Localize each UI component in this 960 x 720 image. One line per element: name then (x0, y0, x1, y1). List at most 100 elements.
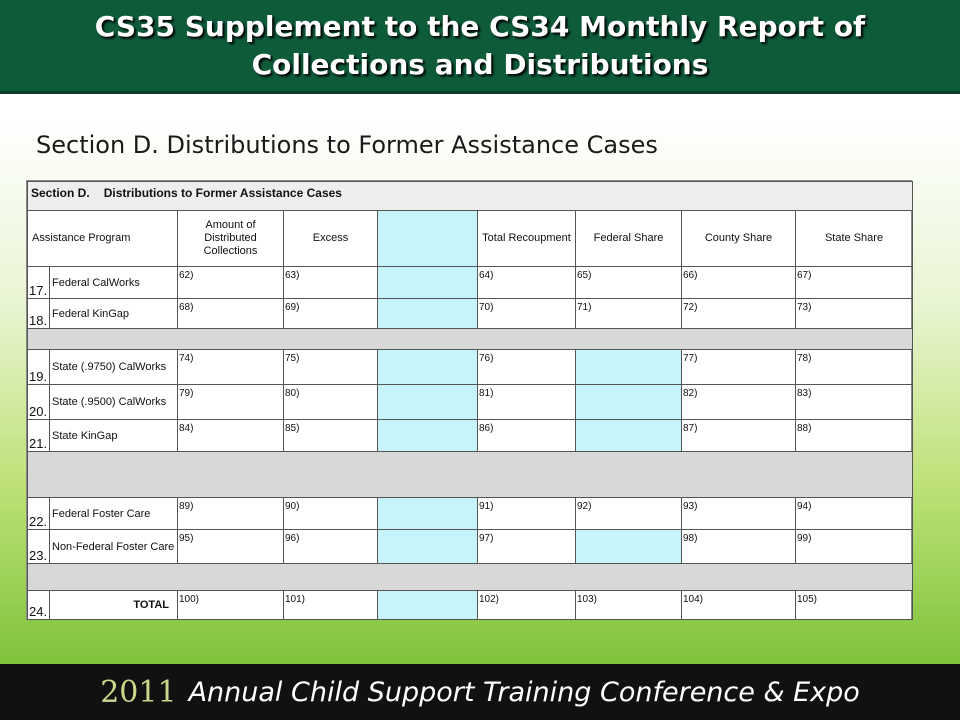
shaded-federal-cell (575, 349, 682, 385)
recoupment-cell: 70) (477, 298, 576, 329)
row-program: State (.9500) CalWorks (49, 384, 178, 420)
header-amount-line-2: Distributed (204, 232, 257, 244)
shaded-cell (377, 529, 478, 564)
state-share-cell: 67) (794, 266, 914, 299)
state-share-cell: 73) (794, 298, 914, 329)
slide-title-line-2: Collections and Distributions (251, 47, 709, 81)
row-number: 20. (27, 384, 50, 420)
spacer-cell (26, 451, 914, 498)
recoupment-cell: 86) (477, 419, 576, 452)
excess-cell: 96) (283, 529, 378, 564)
table-row: 20. State (.9500) CalWorks 79) 80) 81) 8… (27, 384, 914, 420)
shaded-federal-cell (575, 384, 682, 420)
federal-share-cell: 71) (575, 298, 682, 329)
row-program: Federal CalWorks (49, 266, 178, 299)
recoupment-cell: 76) (477, 349, 576, 385)
section-title: Distributions to Former Assistance Cases (103, 186, 342, 200)
amount-cell: 100) (177, 590, 284, 620)
row-program: State (.9750) CalWorks (49, 349, 178, 385)
excess-cell: 63) (283, 266, 378, 299)
row-number: 18. (27, 298, 50, 329)
recoupment-cell: 102) (477, 590, 576, 620)
table-row: 21. State KinGap 84) 85) 86) 87) 88) (27, 419, 914, 452)
row-program: State KinGap (49, 419, 178, 452)
slide-title-line-1: CS35 Supplement to the CS34 Monthly Repo… (94, 9, 866, 43)
row-number: 23. (27, 529, 50, 564)
table-row: 17. Federal CalWorks 62) 63) 64) 65) 66)… (27, 266, 914, 299)
section-heading: Section D. Distributions to Former Assist… (26, 181, 914, 211)
spacer-cell (26, 328, 914, 350)
row-number: 22. (27, 497, 50, 530)
footer-conference-name: Annual Child Support Training Conference… (188, 676, 860, 708)
shaded-federal-cell (575, 419, 682, 452)
spacer-cell (26, 563, 914, 591)
excess-cell: 80) (283, 384, 378, 420)
county-share-cell: 66) (681, 266, 796, 299)
row-number: 17. (27, 266, 50, 299)
shaded-federal-cell (575, 529, 682, 564)
table-row: 19. State (.9750) CalWorks 74) 75) 76) 7… (27, 349, 914, 385)
shaded-cell (377, 384, 478, 420)
county-share-cell: 93) (681, 497, 796, 530)
shaded-cell (377, 419, 478, 452)
header-amount-line-1: Amount of (205, 219, 256, 231)
amount-cell: 68) (177, 298, 284, 329)
conference-footer: 2011 Annual Child Support Training Confe… (0, 664, 960, 720)
header-blank-shaded (377, 210, 478, 267)
excess-cell: 85) (283, 419, 378, 452)
header-amount-line-3: Collections (203, 245, 258, 257)
spacer-row (26, 451, 914, 498)
shaded-cell (377, 266, 478, 299)
excess-cell: 75) (283, 349, 378, 385)
state-share-cell: 94) (794, 497, 914, 530)
header-federal-share: Federal Share (575, 210, 682, 267)
table-row: 18. Federal KinGap 68) 69) 70) 71) 72) 7… (27, 298, 914, 329)
section-label: Section D. (31, 186, 90, 200)
table-row-total: 24. TOTAL 100) 101) 102) 103) 104) 105) (27, 590, 914, 620)
amount-cell: 95) (177, 529, 284, 564)
state-share-cell: 99) (794, 529, 914, 564)
shaded-cell (377, 349, 478, 385)
spacer-row (26, 563, 914, 591)
header-amount-distributed: Amount of Distributed Collections (177, 210, 284, 267)
header-state-share: State Share (794, 210, 914, 267)
distribution-table: Section D. Distributions to Former Assist… (26, 181, 914, 620)
recoupment-cell: 64) (477, 266, 576, 299)
amount-cell: 62) (177, 266, 284, 299)
shaded-cell (377, 298, 478, 329)
header-excess: Excess (283, 210, 378, 267)
county-share-cell: 82) (681, 384, 796, 420)
header-total-recoupment: Total Recoupment (477, 210, 576, 267)
excess-cell: 69) (283, 298, 378, 329)
amount-cell: 74) (177, 349, 284, 385)
county-share-cell: 77) (681, 349, 796, 385)
slide-subtitle: Section D. Distributions to Former Assis… (36, 131, 658, 159)
state-share-cell: 78) (794, 349, 914, 385)
row-program-total: TOTAL (49, 590, 178, 620)
row-program: Federal Foster Care (49, 497, 178, 530)
footer-year: 2011 (100, 674, 177, 710)
federal-share-cell: 65) (575, 266, 682, 299)
title-banner: CS35 Supplement to the CS34 Monthly Repo… (0, 0, 960, 94)
form-image: Section D. Distributions to Former Assist… (26, 180, 914, 620)
excess-cell: 101) (283, 590, 378, 620)
row-number: 24. (27, 590, 50, 620)
table-row: 23. Non-Federal Foster Care 95) 96) 97) … (27, 529, 914, 564)
county-share-cell: 104) (681, 590, 796, 620)
state-share-cell: 105) (794, 590, 914, 620)
county-share-cell: 72) (681, 298, 796, 329)
recoupment-cell: 81) (477, 384, 576, 420)
spacer-row (26, 328, 914, 350)
header-assistance-program: Assistance Program (27, 210, 178, 267)
recoupment-cell: 97) (477, 529, 576, 564)
recoupment-cell: 91) (477, 497, 576, 530)
amount-cell: 79) (177, 384, 284, 420)
county-share-cell: 98) (681, 529, 796, 564)
row-program: Federal KinGap (49, 298, 178, 329)
amount-cell: 89) (177, 497, 284, 530)
county-share-cell: 87) (681, 419, 796, 452)
row-number: 21. (27, 419, 50, 452)
row-program: Non-Federal Foster Care (49, 529, 178, 564)
federal-share-cell: 103) (575, 590, 682, 620)
header-county-share: County Share (681, 210, 796, 267)
